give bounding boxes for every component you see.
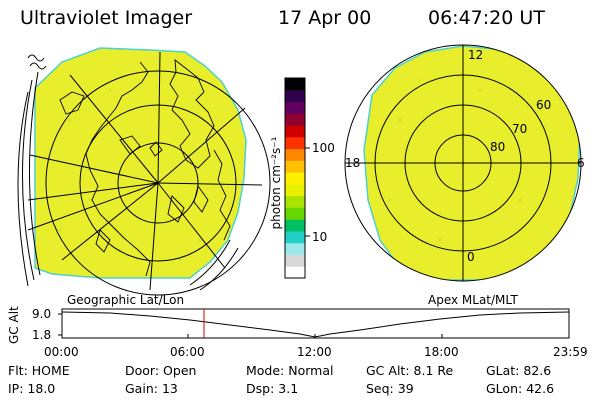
colorbar-unit-label: photon cm⁻²s⁻¹ — [269, 136, 283, 230]
info-gain: Gain: 13 — [125, 381, 178, 396]
geographic-panel-label: Geographic Lat/Lon — [67, 293, 185, 307]
info-door: Door: Open — [125, 363, 197, 378]
geographic-image-panel — [17, 47, 271, 296]
xtick-1200: 12:00 — [297, 345, 332, 359]
colorbar-segment — [285, 89, 305, 103]
colorbar-segment — [285, 160, 305, 173]
colorbar-segment — [285, 195, 305, 208]
colorbar-tick-10: 10 — [312, 230, 328, 244]
xtick-1800: 18:00 — [424, 345, 459, 359]
mlat-label-70: 70 — [512, 122, 528, 136]
geo-outer-arcs — [17, 71, 239, 291]
info-glon: GLon: 42.6 — [486, 381, 555, 396]
colorbar-segment — [285, 254, 305, 267]
mlt-label-top: 12 — [468, 48, 484, 62]
colorbar-frame — [284, 77, 306, 279]
geo-latitude-grid — [45, 70, 271, 296]
xtick-0600: 06:00 — [170, 345, 205, 359]
apex-panel-label: Apex MLat/MLT — [428, 293, 518, 307]
colorbar-segment — [285, 101, 305, 114]
altitude-plot-frame — [61, 308, 570, 339]
colorbar-segment — [285, 172, 305, 185]
observation-date: 17 Apr 00 — [278, 7, 372, 29]
info-ip: IP: 18.0 — [8, 381, 56, 396]
geo-longitude-grid — [27, 51, 263, 291]
altitude-ytick-low: 1.8 — [32, 328, 52, 342]
xtick-2359: 23:59 — [553, 345, 588, 359]
instrument-title: Ultraviolet Imager — [20, 7, 193, 29]
colorbar-segment — [285, 148, 305, 161]
colorbar-segment — [285, 136, 305, 150]
colorbar-segment — [285, 266, 305, 279]
colorbar-segment — [285, 242, 305, 255]
apex-image-panel — [344, 44, 582, 282]
info-mode: Mode: Normal — [246, 363, 334, 378]
mlt-label-left: 18 — [345, 156, 361, 170]
info-seq: Seq: 39 — [366, 381, 414, 396]
altitude-plot — [58, 308, 570, 339]
geo-emission-image — [34, 47, 247, 279]
apex-grid — [344, 44, 582, 282]
info-glat: GLat: 82.6 — [486, 363, 552, 378]
mlat-label-60: 60 — [536, 98, 552, 112]
colorbar-segment — [285, 183, 305, 197]
colorbar-tick-100: 100 — [312, 141, 335, 155]
colorbar-segment — [285, 113, 305, 126]
geo-coastlines — [59, 59, 231, 277]
colorbar-segment — [285, 207, 305, 220]
altitude-ytick-high: 9.0 — [32, 307, 52, 321]
mlat-label-80: 80 — [490, 140, 506, 154]
colorbar-segment — [285, 230, 305, 244]
colorbar-segment — [285, 78, 305, 91]
colorbar-segment — [285, 125, 305, 138]
altitude-curve — [61, 311, 570, 338]
xtick-0000: 00:00 — [44, 345, 79, 359]
colorbar — [284, 77, 310, 279]
observation-time: 06:47:20 UT — [428, 7, 545, 29]
mlt-label-bottom: 0 — [467, 250, 475, 264]
mlt-label-right: 6 — [577, 156, 585, 170]
apex-texture — [388, 78, 557, 242]
info-flt: Flt: HOME — [8, 363, 70, 378]
altitude-plot-ticks — [58, 313, 443, 338]
altitude-ylabel: GC Alt — [7, 306, 21, 344]
info-dsp: Dsp: 3.1 — [246, 381, 299, 396]
info-gc-alt: GC Alt: 8.1 Re — [366, 363, 454, 378]
geo-orientation-mark — [27, 54, 47, 70]
colorbar-segment — [285, 219, 305, 232]
